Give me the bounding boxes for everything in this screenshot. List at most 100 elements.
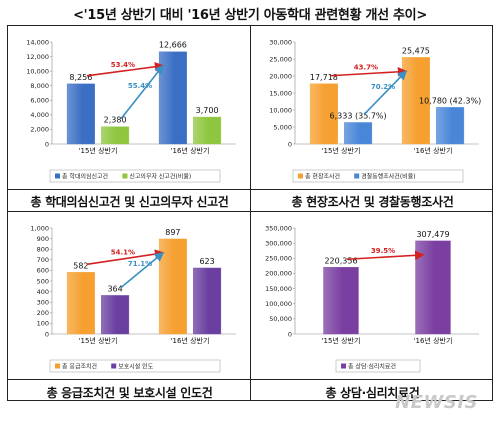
legend-label: 보호시설 인도	[118, 362, 154, 370]
growth-label: 53.4%	[111, 61, 135, 69]
category-label: '15년 상반기	[79, 146, 118, 155]
data-label: 3,700	[196, 106, 219, 115]
grid-divider-1	[8, 189, 492, 190]
legend-swatch	[298, 173, 303, 179]
y-tick-label: 10,000	[26, 67, 49, 75]
y-tick-label: 0	[45, 330, 49, 338]
trend-arrow	[86, 249, 165, 266]
category-label: '15년 상반기	[79, 336, 118, 345]
trend-arrow	[346, 250, 425, 261]
data-label: 623	[199, 257, 214, 266]
y-tick-label: 300,000	[265, 239, 292, 247]
y-tick-label: 350,000	[265, 224, 292, 232]
legend-label: 경찰동행조사건(비율)	[361, 172, 415, 180]
y-tick-label: 30,000	[269, 38, 292, 46]
category-label: '16년 상반기	[171, 336, 210, 345]
data-label: 307,479	[416, 230, 449, 239]
bar	[158, 51, 187, 145]
data-label: 6,333 (35.7%)	[330, 111, 387, 120]
legend-label: 총 학대의심신고건	[62, 172, 108, 180]
bar	[323, 267, 359, 335]
data-label: 364	[107, 284, 122, 293]
bar	[309, 83, 338, 145]
y-tick-label: 200	[37, 309, 49, 317]
legend-box	[292, 169, 464, 183]
chart-panel-1: 0 2,000 4,000 6,000 8,000 10,000 12,000 14,000 8…	[14, 32, 244, 184]
bar	[193, 267, 222, 335]
chart-panel-3: 0 100 200 300 400 500 600 700 800 900 1,000 582 897 3…	[14, 218, 244, 374]
legend-swatch	[55, 363, 60, 369]
legend-label: 총 현장조사건	[305, 172, 340, 180]
y-tick-label: 500	[37, 277, 49, 285]
chart-reports: 0 2,000 4,000 6,000 8,000 10,000 12,000 14,000 8…	[26, 38, 236, 183]
y-tick-label: 0	[45, 140, 49, 148]
y-tick-label: 50,000	[269, 315, 292, 323]
legend-label: 신고의무자 신고건(비율)	[129, 172, 191, 180]
y-tick-label: 250,000	[265, 255, 292, 263]
chart-panel-4: 0 50,000 100,000 150,000 200,000 250,000 300,0…	[257, 218, 487, 374]
trend-arrow	[363, 70, 408, 116]
growth-label: 43.7%	[354, 64, 378, 72]
legend-box	[49, 359, 221, 373]
chart-emergency-measures: 0 100 200 300 400 500 600 700 800 900 1,000 582 897 3…	[30, 224, 236, 373]
y-tick-label: 10,000	[269, 106, 292, 114]
caption-chart-4: 총 상담·심리치료건	[325, 386, 420, 400]
bar	[436, 107, 465, 145]
y-tick-label: 900	[37, 235, 49, 243]
category-label: '16년 상반기	[414, 336, 453, 345]
legend-swatch	[354, 173, 360, 179]
category-label: '16년 상반기	[414, 146, 453, 155]
grid-divider-3	[8, 379, 492, 380]
data-label: 220,356	[324, 256, 357, 265]
chart-field-investigations: 0 5,000 10,000 15,000 20,000 25,000 30,000 17,7…	[269, 38, 481, 183]
trend-arrow	[120, 251, 165, 289]
legend-box	[49, 169, 221, 183]
y-tick-label: 12,000	[26, 53, 49, 61]
grid-divider-vertical	[250, 26, 251, 400]
y-tick-label: 6,000	[30, 97, 49, 105]
y-tick-label: 2,000	[30, 126, 49, 134]
data-label: 2,380	[104, 116, 127, 125]
growth-label: 55.4%	[128, 82, 152, 90]
chart-grid: 0 2,000 4,000 6,000 8,000 10,000 12,000 14,000 8…	[7, 25, 493, 401]
data-label: 17,718	[310, 73, 338, 82]
trend-arrow	[329, 67, 408, 77]
bar	[344, 122, 373, 145]
caption-chart-1: 총 학대의심신고건 및 신고의무자 신고건	[30, 195, 229, 209]
bar	[101, 295, 130, 335]
y-tick-label: 100,000	[265, 300, 292, 308]
data-label: 10,780 (42.3%)	[419, 96, 481, 105]
data-label: 582	[73, 261, 88, 270]
bar	[158, 238, 187, 335]
bar	[66, 272, 95, 335]
y-tick-label: 20,000	[269, 72, 292, 80]
y-tick-label: 1,000	[30, 224, 49, 232]
y-tick-label: 25,000	[269, 55, 292, 63]
data-label: 12,666	[159, 41, 187, 50]
y-tick-label: 14,000	[26, 38, 49, 46]
category-label: '16년 상반기	[171, 146, 210, 155]
legend-box	[335, 359, 421, 373]
legend-swatch	[341, 363, 346, 369]
y-tick-label: 700	[37, 256, 49, 264]
y-tick-label: 15,000	[269, 89, 292, 97]
y-tick-label: 400	[37, 288, 49, 296]
chart-counseling: 0 50,000 100,000 150,000 200,000 250,000 300,0…	[265, 224, 479, 373]
y-tick-label: 100	[37, 320, 49, 328]
growth-label: 54.1%	[111, 249, 135, 257]
trend-arrow	[86, 62, 165, 77]
chart-panel-2: 0 5,000 10,000 15,000 20,000 25,000 30,000 17,7…	[257, 32, 487, 184]
bar	[66, 83, 95, 145]
y-tick-label: 0	[288, 330, 292, 338]
y-tick-label: 200,000	[265, 270, 292, 278]
growth-label: 39.5%	[371, 247, 395, 255]
page-title: <'15년 상반기 대비 '16년 상반기 아동학대 관련현황 개선 추이>	[73, 8, 427, 23]
trend-arrow	[120, 64, 164, 120]
legend-swatch	[111, 363, 117, 369]
data-label: 897	[165, 228, 180, 237]
y-tick-label: 150,000	[265, 285, 292, 293]
legend-label: 총 상담·심리치료건	[348, 362, 396, 370]
data-label: 8,256	[69, 73, 92, 82]
growth-label: 71.1%	[128, 260, 152, 268]
y-tick-label: 600	[37, 267, 49, 275]
